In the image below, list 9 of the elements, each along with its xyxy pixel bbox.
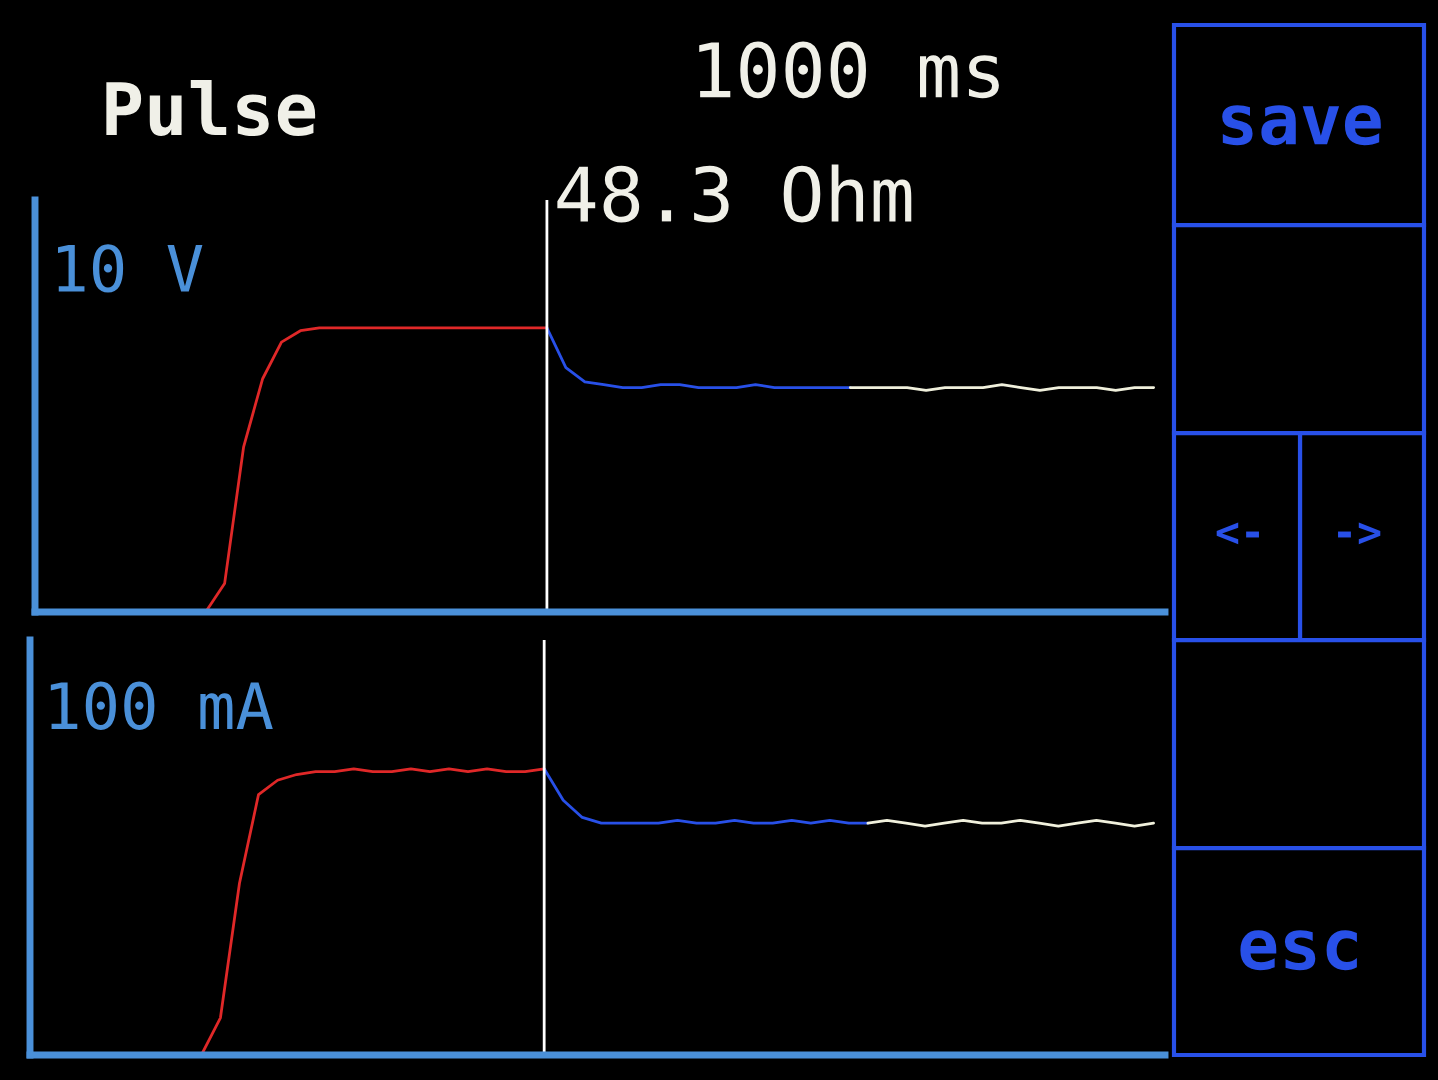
text: <- <box>1216 522 1259 545</box>
text: 10 V <box>58 244 203 293</box>
text: -> <box>1338 522 1381 545</box>
text: save <box>1222 105 1381 146</box>
chart-title: Pulse <box>106 80 316 137</box>
text: 48.3 Ohm <box>557 164 912 223</box>
text: 100 mA <box>50 681 273 730</box>
text: esc <box>1240 930 1357 971</box>
text: 1000 ms <box>699 41 999 99</box>
